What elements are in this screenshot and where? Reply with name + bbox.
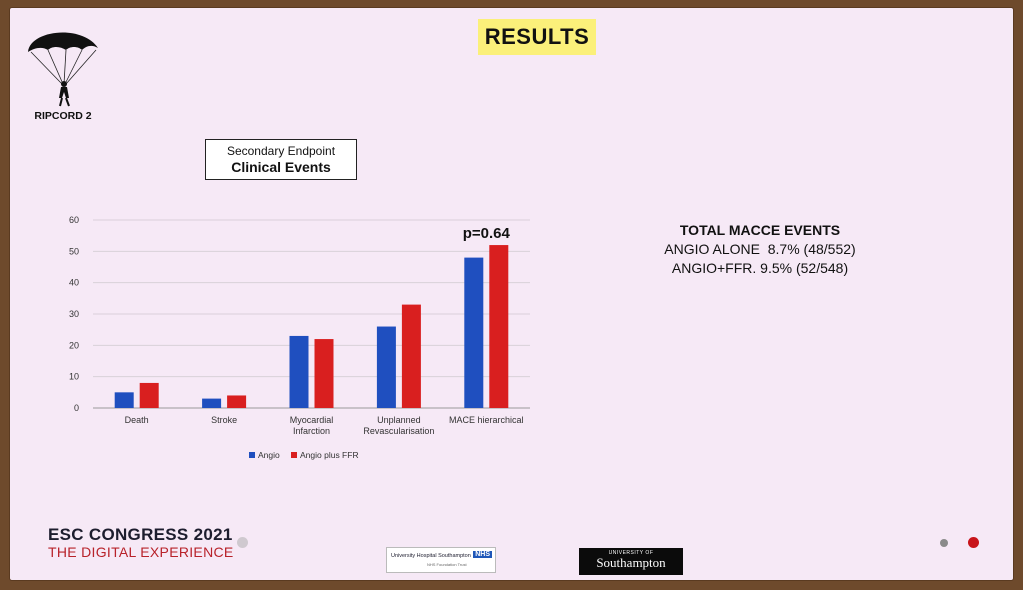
nhs-badge: NHS <box>473 551 492 558</box>
slide-frame <box>10 8 1013 580</box>
x-tick-label: Infarction <box>293 426 330 436</box>
esc-congress-label: ESC CONGRESS 2021 <box>48 525 233 544</box>
x-tick-label: Revascularisation <box>363 426 434 436</box>
legend-label: Angio <box>258 450 280 460</box>
x-tick-label: Stroke <box>211 415 237 425</box>
y-tick-label: 20 <box>69 340 79 350</box>
macce-angio-ffr: ANGIO+FFR. 9.5% (52/548) <box>671 260 849 276</box>
y-tick-label: 30 <box>69 309 79 319</box>
macce-angio-alone: ANGIO ALONE 8.7% (48/552) <box>664 241 856 257</box>
macce-summary: TOTAL MACCE EVENTS ANGIO ALONE 8.7% (48/… <box>640 222 880 276</box>
endpoint-box: Secondary Endpoint Clinical Events <box>205 139 357 180</box>
y-tick-label: 60 <box>69 215 79 225</box>
bar-angio-ffr <box>489 245 509 408</box>
x-tick-label: Myocardial <box>290 415 334 425</box>
bar-chart: 0 10 20 30 40 50 60 Death Stroke MyocardialInfarc… <box>69 215 530 460</box>
slide-title: RESULTS <box>478 19 596 55</box>
legend-label: Angio plus FFR <box>300 450 359 460</box>
y-tick-label: 0 <box>74 403 79 413</box>
hospital-trust: NHS Foundation Trust <box>427 562 467 567</box>
university-logo: UNIVERSITY OF Southampton <box>579 548 683 575</box>
legend-swatch <box>249 452 255 458</box>
bar-angio <box>202 398 222 408</box>
bar-angio-ffr <box>401 304 421 408</box>
bar-angio-ffr <box>314 339 334 408</box>
legend-swatch <box>291 452 297 458</box>
endpoint-subtitle: Secondary Endpoint <box>226 144 336 158</box>
p-value-annotation: p=0.64 <box>463 225 511 242</box>
university-small-text: UNIVERSITY OF <box>608 550 654 556</box>
bar-angio <box>376 326 396 408</box>
bar-angio <box>289 335 309 408</box>
x-tick-label: Death <box>125 415 149 425</box>
slide-nav-dot-left[interactable] <box>237 537 248 548</box>
y-tick-label: 10 <box>69 372 79 382</box>
slide-nav-dot-inactive[interactable] <box>940 539 948 547</box>
y-tick-label: 50 <box>69 246 79 256</box>
slide-nav-dot-active[interactable] <box>968 537 979 548</box>
bar-angio-ffr <box>227 395 247 408</box>
x-tick-label: MACE hierarchical <box>449 415 524 425</box>
university-name: Southampton <box>596 555 666 570</box>
digital-experience-label: THE DIGITAL EXPERIENCE <box>48 544 234 560</box>
parachute-icon <box>28 32 98 107</box>
endpoint-title: Clinical Events <box>231 159 331 175</box>
hospital-logo: University Hospital Southampton NHS NHS … <box>386 547 496 573</box>
x-tick-label: Unplanned <box>377 415 421 425</box>
bar-angio <box>114 392 134 408</box>
bar-angio-ffr <box>139 382 159 408</box>
bar-angio <box>464 257 484 408</box>
parachutist-logo <box>22 22 104 108</box>
y-tick-label: 40 <box>69 278 79 288</box>
macce-title: TOTAL MACCE EVENTS <box>679 222 841 238</box>
trial-label: RIPCORD 2 <box>34 110 92 122</box>
hospital-name: University Hospital Southampton <box>391 553 471 559</box>
